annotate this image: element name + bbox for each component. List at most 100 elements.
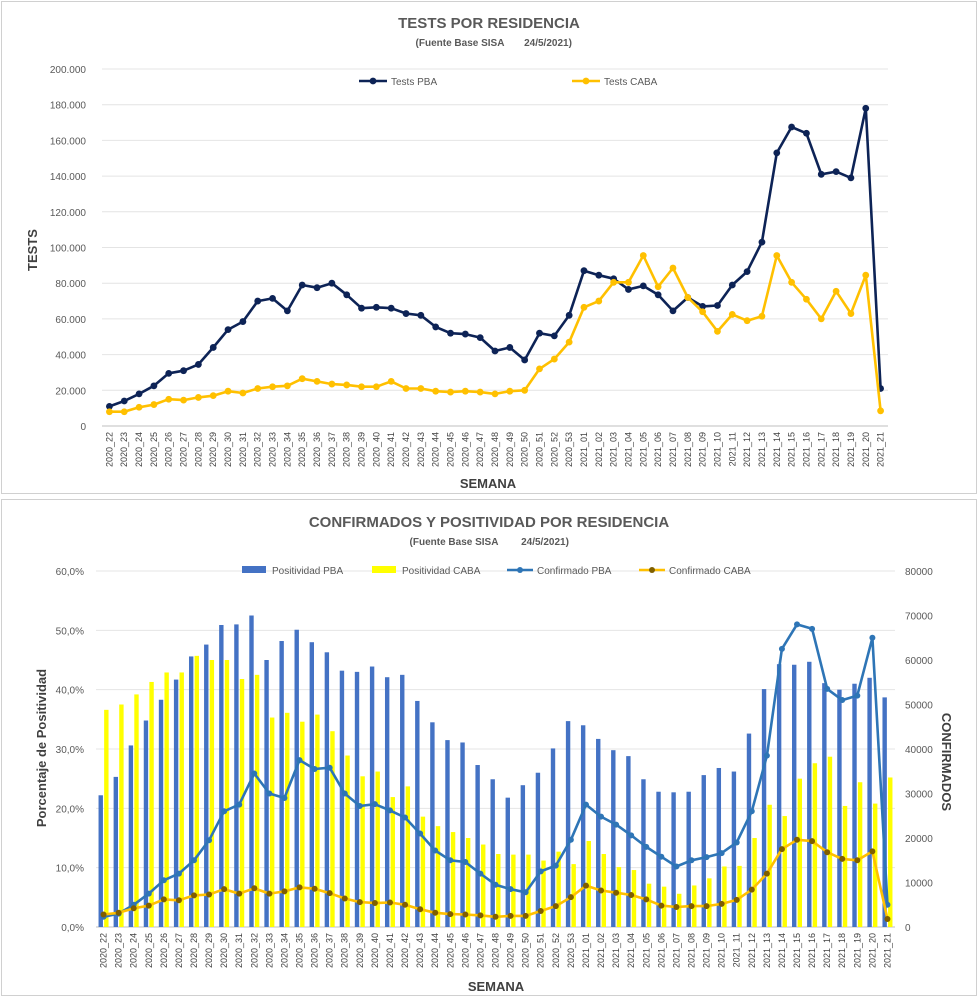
bar: [450, 832, 456, 927]
data-point: [654, 283, 662, 291]
bar: [822, 683, 827, 927]
bar: [641, 779, 646, 927]
x-tick-label: 2021_05: [638, 432, 648, 467]
bar: [405, 786, 411, 927]
data-point: [854, 857, 861, 864]
y-tick-label: 10,0%: [56, 864, 84, 875]
x-tick-label: 2020_33: [264, 933, 274, 968]
data-point: [506, 344, 514, 351]
data-point: [281, 888, 288, 895]
bar: [752, 838, 757, 927]
data-point: [703, 903, 710, 910]
data-point: [462, 859, 469, 866]
x-tick-label: 2020_41: [386, 432, 396, 467]
data-point: [221, 886, 228, 893]
x-tick-label: 2020_42: [400, 933, 410, 968]
data-point: [714, 302, 721, 309]
data-point: [206, 891, 213, 898]
bar: [354, 671, 360, 927]
data-point: [794, 836, 801, 843]
legend-label: Tests CABA: [604, 77, 658, 88]
x-tick-label: 2021_08: [683, 432, 693, 467]
data-point: [447, 388, 454, 396]
data-point: [613, 889, 620, 896]
data-point: [550, 332, 558, 340]
data-point: [688, 903, 695, 910]
data-point: [251, 885, 258, 892]
bar: [164, 672, 169, 927]
y2-tick-label: 10000: [905, 879, 933, 890]
bar: [701, 775, 706, 927]
x-tick-label: 2020_35: [295, 933, 305, 968]
x-tick-label: 2021_01: [581, 933, 591, 968]
data-point: [175, 870, 182, 877]
tests-chart-panel: TESTS POR RESIDENCIA (Fuente Base SISA 2…: [1, 1, 977, 494]
x-tick-label: 2021_10: [717, 933, 727, 968]
bar: [586, 840, 591, 927]
series-tests-caba: [106, 252, 884, 416]
legend-label: Confirmado PBA: [537, 566, 612, 577]
x-tick-label: 2021_16: [807, 933, 817, 968]
chart-title: CONFIRMADOS Y POSITIVIDAD POR RESIDENCIA: [309, 514, 669, 531]
data-point: [462, 911, 469, 918]
x-tick-label: 2020_47: [475, 933, 485, 968]
bar: [219, 624, 224, 927]
x-tick-label: 2020_35: [297, 432, 307, 467]
data-point: [869, 848, 876, 855]
y-tick-label: 20.000: [55, 386, 86, 397]
bar: [731, 771, 737, 927]
x-tick-label: 2020_23: [119, 432, 129, 467]
bar: [596, 738, 601, 927]
x-tick-label: 2020_29: [204, 933, 214, 968]
data-point: [106, 408, 113, 416]
data-point: [658, 902, 665, 909]
bar: [173, 679, 179, 927]
bar: [782, 816, 787, 927]
bar: [490, 779, 495, 927]
x-tick-label: 2020_46: [460, 432, 470, 467]
x-tick-label: 2020_24: [134, 432, 144, 467]
x-tick-label: 2020_38: [342, 432, 352, 467]
data-point: [194, 361, 202, 368]
bar: [611, 750, 616, 927]
x-tick-label: 2021_11: [727, 432, 737, 466]
bar: [580, 725, 586, 927]
bar: [119, 704, 124, 927]
data-point: [236, 890, 243, 897]
x-tick-label: 2020_47: [475, 432, 485, 467]
legend-label: Positividad CABA: [402, 566, 481, 577]
data-point: [106, 402, 113, 410]
series-tests-pba: [106, 104, 884, 410]
data-point: [477, 870, 484, 877]
data-point: [402, 310, 410, 317]
x-tick-label: 2020_37: [325, 933, 335, 968]
data-point: [417, 830, 424, 837]
bar: [128, 745, 134, 927]
x-tick-label: 2021_17: [816, 432, 826, 467]
bar: [671, 792, 676, 927]
x-tick-label: 2020_51: [536, 933, 546, 968]
x-tick-label: 2020_34: [282, 432, 292, 467]
bar: [565, 721, 571, 927]
x-tick-label: 2021_19: [852, 933, 862, 968]
data-point: [461, 387, 469, 395]
bar: [279, 641, 284, 927]
data-point: [728, 281, 736, 289]
bar: [415, 700, 420, 927]
x-tick-labels: 2020_22 2020_23 2020_24 2020_25 2020_26 2020_…: [104, 432, 885, 467]
x-tick-label: 2021_06: [653, 432, 663, 467]
x-tick-label: 2020_46: [460, 933, 470, 968]
bar: [520, 785, 526, 927]
data-point: [537, 907, 544, 914]
x-tick-label: 2020_22: [104, 432, 114, 467]
bar: [812, 763, 818, 927]
bar: [98, 795, 103, 927]
x-tick-label: 2021_19: [846, 432, 856, 467]
y-tick-label: 140.000: [50, 172, 87, 183]
data-point: [824, 685, 831, 692]
data-point: [386, 807, 393, 814]
data-point: [476, 388, 484, 396]
bar: [792, 664, 797, 927]
x-tick-label: 2021_08: [686, 933, 696, 968]
x-tick-label: 2021_21: [882, 933, 892, 968]
